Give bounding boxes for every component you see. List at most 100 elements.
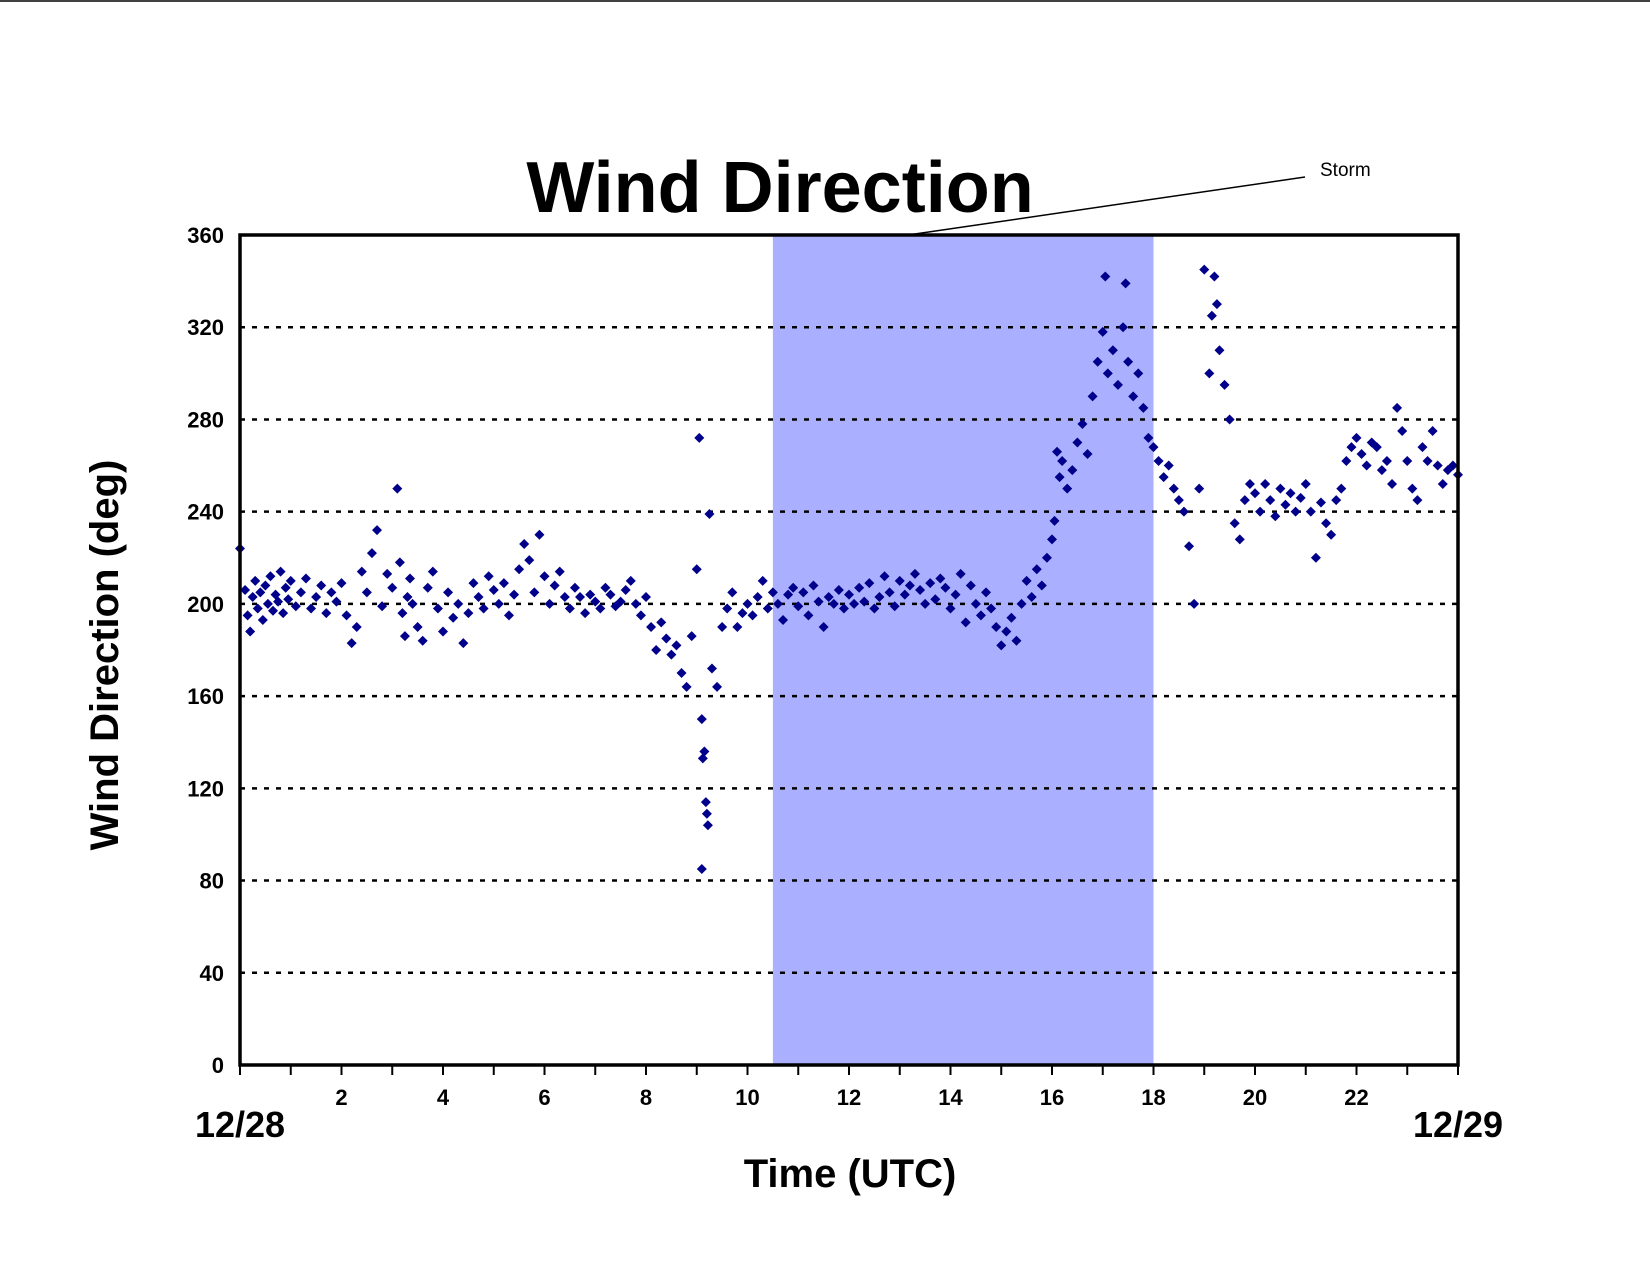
data-point <box>1209 271 1220 282</box>
data-point <box>1087 391 1098 402</box>
data-point <box>240 585 251 596</box>
data-point <box>1047 534 1057 545</box>
data-point <box>704 508 715 519</box>
data-point <box>595 603 606 614</box>
data-point <box>899 589 910 600</box>
data-point <box>1163 460 1174 471</box>
data-point <box>778 615 789 626</box>
data-point <box>1168 483 1179 494</box>
data-point <box>1041 552 1052 563</box>
data-point <box>965 580 976 591</box>
x-tick-label: 4 <box>437 1085 450 1110</box>
data-point <box>252 603 263 614</box>
data-point <box>1120 278 1131 289</box>
data-point <box>884 587 895 598</box>
data-point <box>267 605 278 616</box>
data-point <box>1265 495 1276 506</box>
data-point <box>432 603 443 614</box>
data-point <box>1361 460 1372 471</box>
data-point <box>278 608 289 619</box>
data-point <box>859 596 870 607</box>
data-point <box>1280 499 1291 510</box>
data-point <box>1285 488 1296 499</box>
data-point <box>681 681 692 692</box>
data-point <box>1016 598 1027 609</box>
data-point <box>356 566 367 577</box>
data-point <box>1260 479 1271 489</box>
data-point <box>874 591 885 602</box>
data-point <box>1270 511 1281 522</box>
data-point <box>1326 529 1337 540</box>
data-point <box>422 582 433 593</box>
data-point <box>1072 437 1083 448</box>
data-point <box>671 640 682 651</box>
data-point <box>1153 455 1164 466</box>
data-point <box>1351 432 1362 443</box>
data-point <box>473 591 484 602</box>
data-point <box>1138 402 1149 413</box>
data-point <box>1118 322 1129 333</box>
data-point <box>1189 598 1200 609</box>
data-point <box>697 753 708 764</box>
y-tick-label: 0 <box>212 1053 224 1078</box>
data-point <box>676 668 687 679</box>
data-point <box>1057 455 1068 466</box>
chart-title: Wind Direction <box>526 148 1033 228</box>
data-point <box>458 638 469 649</box>
data-point <box>247 591 258 602</box>
data-point <box>1356 449 1367 460</box>
data-point <box>1092 356 1103 367</box>
data-point <box>869 603 880 614</box>
data-point <box>620 585 631 596</box>
data-point <box>955 568 966 579</box>
data-point <box>260 580 271 591</box>
data-point <box>1427 425 1438 436</box>
data-point <box>539 571 550 582</box>
data-point <box>1128 391 1139 402</box>
data-point <box>661 633 672 644</box>
data-point <box>879 571 890 582</box>
data-point <box>519 538 530 549</box>
data-point <box>767 587 778 598</box>
data-point <box>1229 518 1240 529</box>
data-point <box>823 591 834 602</box>
data-point <box>706 663 717 674</box>
data-point <box>554 566 565 577</box>
x-axis-title: Time (UTC) <box>744 1152 957 1196</box>
data-point <box>699 746 710 757</box>
x-axis-ticks: 2 4 6 8 10 12 14 16 18 20 22 <box>239 1065 1459 1110</box>
data-point <box>646 621 657 632</box>
data-point <box>1432 460 1443 471</box>
data-point <box>788 582 799 593</box>
storm-shaded-region <box>772 235 1154 1065</box>
data-point <box>1052 446 1063 457</box>
data-point <box>920 598 931 609</box>
data-point <box>387 582 398 593</box>
data-point <box>580 608 591 619</box>
data-point <box>625 575 636 586</box>
data-point <box>1067 465 1078 476</box>
data-point <box>1178 506 1189 517</box>
data-point <box>1133 368 1144 379</box>
data-point <box>981 587 992 598</box>
data-point <box>448 612 459 623</box>
data-point <box>1001 626 1012 637</box>
data-point <box>503 610 514 621</box>
data-point <box>1392 402 1403 413</box>
data-point <box>1204 368 1215 379</box>
data-point <box>346 638 357 649</box>
data-point <box>844 589 854 600</box>
data-point <box>1194 483 1205 494</box>
data-point <box>742 598 753 609</box>
data-point <box>651 645 662 655</box>
data-point <box>405 573 416 584</box>
data-point <box>377 601 388 612</box>
data-point <box>701 808 712 819</box>
data-point <box>382 568 393 579</box>
y-tick-label: 160 <box>187 684 224 709</box>
data-point <box>925 578 936 589</box>
data-point <box>1006 612 1017 623</box>
data-point <box>1255 506 1266 517</box>
data-point <box>828 598 839 609</box>
